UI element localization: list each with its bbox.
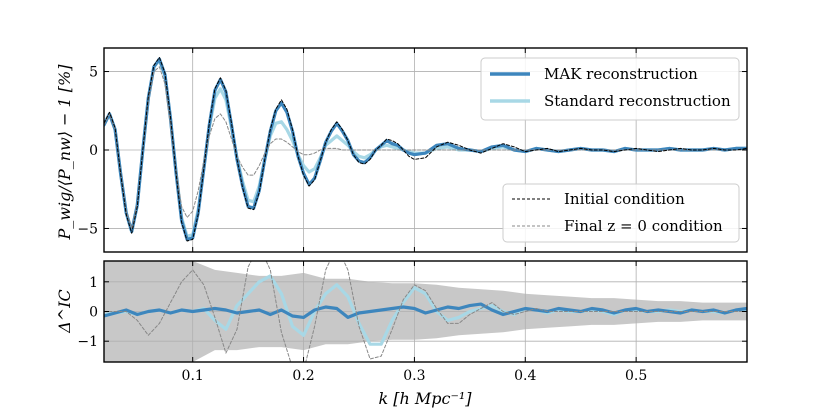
top-series-initial-condition bbox=[104, 56, 747, 242]
top-series-final-z-0-condition bbox=[104, 66, 747, 229]
x-tick-label-4: 0.5 bbox=[625, 368, 647, 384]
bottom-series-mak-reconstruction bbox=[104, 302, 747, 319]
legend-lower: Initial condition Final z = 0 condition bbox=[502, 183, 740, 243]
legend-final-label: Final z = 0 condition bbox=[564, 217, 723, 235]
legend-standard-label: Standard reconstruction bbox=[544, 92, 731, 110]
bottom-series-final-z-0-condition bbox=[104, 261, 747, 362]
top-series-layer bbox=[104, 56, 747, 242]
legend-lower-box bbox=[502, 183, 740, 243]
bottom-y-tick-label-1: 0 bbox=[89, 305, 98, 321]
bottom-series-layer bbox=[104, 261, 747, 362]
bottom-y-tick-label-2: 1 bbox=[89, 275, 98, 291]
bottom-y-tick-label-0: −1 bbox=[77, 334, 98, 350]
top-y-tick-label-2: 5 bbox=[89, 65, 98, 81]
top-y-tick-label-1: 0 bbox=[89, 143, 98, 159]
top-y-axis-label: P_wig/⟨P_nw⟩ − 1 [%] bbox=[55, 64, 74, 241]
x-axis-label: k [h Mpc⁻¹] bbox=[378, 389, 472, 408]
axis-ticks: 0.1 0.2 0.3 0.4 0.5 −5 0 5 −1 0 1 bbox=[77, 48, 747, 384]
x-tick-label-0: 0.1 bbox=[182, 368, 204, 384]
legend-upper-box bbox=[480, 57, 740, 121]
x-tick-label-3: 0.4 bbox=[514, 368, 536, 384]
x-tick-label-1: 0.2 bbox=[292, 368, 314, 384]
legend-upper: MAK reconstruction Standard reconstructi… bbox=[480, 57, 740, 121]
top-y-tick-label-0: −5 bbox=[77, 221, 98, 237]
legend-mak-label: MAK reconstruction bbox=[544, 65, 698, 83]
x-tick-label-2: 0.3 bbox=[403, 368, 425, 384]
legend-initial-label: Initial condition bbox=[564, 190, 685, 208]
bottom-y-axis-label: Δ^IC bbox=[55, 289, 74, 334]
